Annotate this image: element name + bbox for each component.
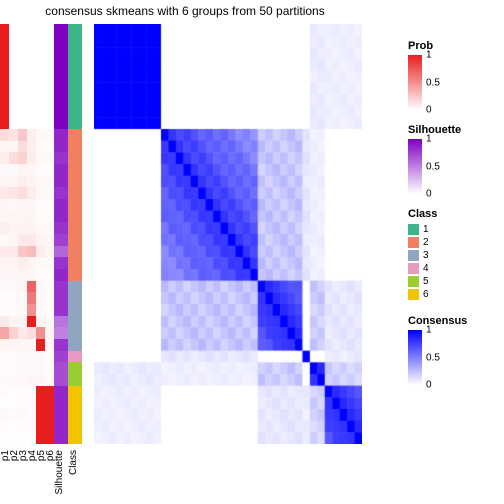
annot-col-p3	[18, 24, 27, 444]
legend-class: Class123456	[408, 208, 498, 301]
annot-col-p4	[27, 24, 36, 444]
annot-col-p5	[36, 24, 45, 444]
consensus-heatmap	[94, 24, 362, 444]
x-label-p2: p2	[9, 450, 18, 461]
annot-col-Class	[68, 24, 82, 444]
legend-prob: Prob00.51	[408, 40, 498, 110]
annot-col-Silhouette	[54, 24, 68, 444]
legends: Prob00.51 Silhouette00.51 Class123456 Conse…	[408, 40, 498, 399]
annot-col-p6	[45, 24, 54, 444]
x-label-p1: p1	[0, 450, 9, 461]
x-label-Class: Class	[68, 450, 82, 475]
chart-title: consensus skmeans with 6 groups from 50 …	[0, 4, 370, 18]
x-label-p3: p3	[18, 450, 27, 461]
x-label-p5: p5	[36, 450, 45, 461]
x-label-p4: p4	[27, 450, 36, 461]
legend-silhouette: Silhouette00.51	[408, 124, 498, 194]
x-label-Silhouette: Silhouette	[54, 450, 68, 494]
x-label-p6: p6	[45, 450, 54, 461]
annot-col-p1	[0, 24, 9, 444]
legend-consensus: Consensus00.51	[408, 315, 498, 385]
annot-col-p2	[9, 24, 18, 444]
